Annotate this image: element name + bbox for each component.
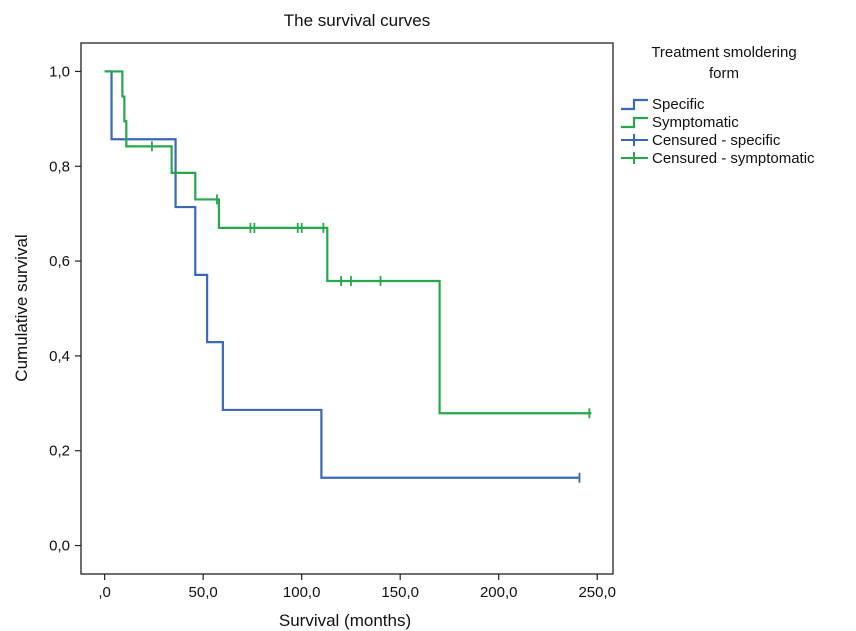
x-axis-label: Survival (months) — [279, 611, 411, 630]
y-tick-label: 0,0 — [49, 538, 70, 555]
y-tick-label: 0,8 — [49, 158, 70, 175]
legend-entry-label: Censured - symptomatic — [652, 150, 815, 167]
series-layer — [104, 70, 592, 479]
series-line-specific — [104, 70, 580, 479]
legend-entry-label: Censured - specific — [652, 132, 781, 149]
legend-title-line2: form — [709, 65, 739, 82]
y-tick-label: 0,2 — [49, 443, 70, 460]
series-line-symptomatic — [104, 70, 592, 415]
y-axis-label: Cumulative survival — [12, 234, 31, 381]
y-axis: 0,0 0,2 0,4 0,6 0,8 1,0 — [49, 63, 81, 555]
x-tick-label: 250,0 — [578, 584, 616, 601]
legend-title-line1: Treatment smoldering — [651, 44, 796, 61]
x-tick-label: ,0 — [98, 584, 111, 601]
x-tick-label: 100,0 — [283, 584, 321, 601]
x-tick-label: 200,0 — [480, 584, 518, 601]
censor-markers — [151, 141, 591, 483]
legend-entry-label: Symptomatic — [652, 114, 739, 131]
y-tick-label: 1,0 — [49, 63, 70, 80]
legend-swatch-step — [621, 98, 648, 111]
legend-entry-label: Specific — [652, 96, 705, 113]
legend-swatch-step — [621, 116, 648, 129]
x-tick-label: 50,0 — [189, 584, 218, 601]
chart-title: The survival curves — [284, 11, 430, 30]
y-tick-label: 0,4 — [49, 348, 70, 365]
y-tick-label: 0,6 — [49, 253, 70, 270]
x-axis: ,0 50,0 100,0 150,0 200,0 250,0 — [98, 574, 616, 601]
x-tick-label: 150,0 — [381, 584, 419, 601]
legend: Treatment smoldering form SpecificSympto… — [621, 44, 815, 167]
plot-frame — [80, 42, 614, 575]
